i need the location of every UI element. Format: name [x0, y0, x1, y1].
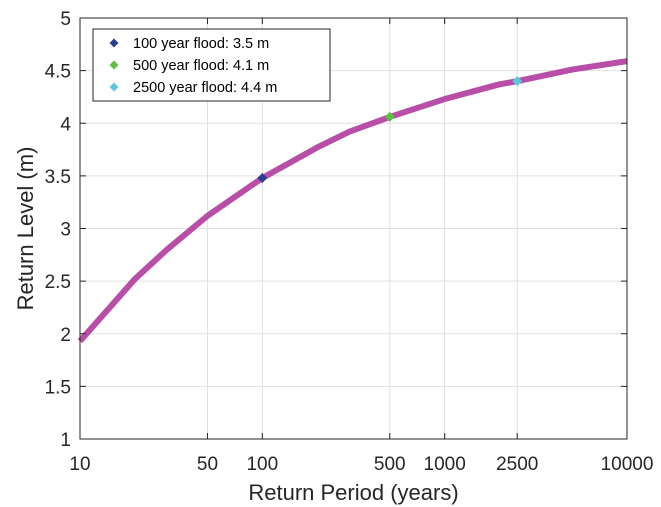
legend-label: 500 year flood: 4.1 m: [133, 58, 269, 74]
x-tick-labels: 10 50 100 500 1000 2500 10000: [69, 454, 653, 475]
x-tick-label: 100: [246, 454, 278, 475]
x-tick-label: 10: [69, 454, 90, 475]
x-tick-label: 10000: [601, 454, 654, 475]
legend-box: [92, 28, 331, 102]
axes-frame: [79, 17, 628, 440]
y-tick-label: 3.5: [45, 167, 71, 188]
y-tick-label: 5: [60, 9, 71, 30]
flood-marker-2: [384, 111, 395, 122]
y-tick-label: 4.5: [45, 62, 71, 83]
x-tick-label: 500: [374, 454, 406, 475]
y-tick-label: 4: [60, 114, 71, 135]
y-tick-label: 2: [60, 325, 71, 346]
legend-marker: [109, 38, 119, 48]
x-axis-label: Return Period (years): [248, 480, 458, 505]
legend-marker: [109, 82, 119, 92]
flood-markers: [257, 76, 523, 183]
flood-marker-3: [512, 76, 523, 87]
legend-entry: 500 year flood: 4.1 m: [109, 58, 269, 74]
legend-label: 2500 year flood: 4.4 m: [133, 80, 277, 96]
y-tick-label: 2.5: [45, 272, 71, 293]
legend-label: 100 year flood: 3.5 m: [133, 36, 269, 52]
legend-entry: 2500 year flood: 4.4 m: [109, 80, 277, 96]
x-tick-label: 2500: [496, 454, 538, 475]
x-tick-label: 50: [197, 454, 218, 475]
legend-entry: 100 year flood: 3.5 m: [109, 36, 269, 52]
legend-marker: [109, 60, 119, 70]
y-tick-labels: 1 1.5 2 2.5 3 3.5 4 4.5 5: [45, 9, 72, 451]
y-tick-label: 1.5: [45, 377, 71, 398]
y-axis-label: Return Level (m): [13, 147, 38, 311]
flood-marker-1: [257, 172, 268, 183]
x-tick-label: 1000: [424, 454, 466, 475]
legend: 100 year flood: 3.5 m 500 year flood: 4.1…: [92, 28, 331, 102]
y-tick-label: 3: [60, 220, 71, 241]
y-tick-label: 1: [60, 430, 71, 451]
